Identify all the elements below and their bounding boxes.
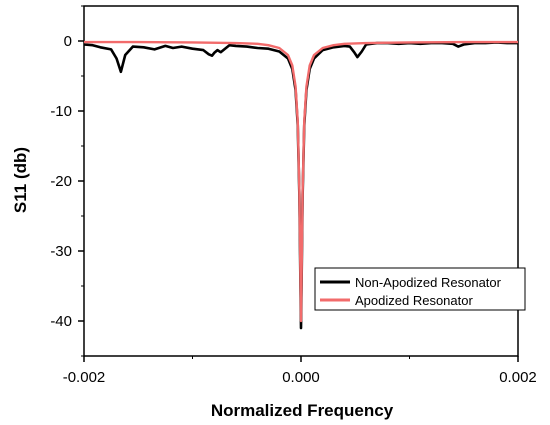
y-tick-label-1: -10 [50,103,72,120]
series-layer [83,40,518,330]
legend-box [314,267,526,311]
y-axis-title: S11 (db) [11,147,30,213]
y-tick-label-2: -20 [50,173,72,190]
x-tick-label-0: -0.002 [63,369,106,386]
legend-label-non-apodized: Non-Apodized Resonator [355,275,502,290]
series-line-1 [84,40,518,323]
x-axis-title: Normalized Frequency [211,401,394,420]
y-tick-label-3: -30 [50,243,72,260]
x-tick-label-1: 0.000 [282,369,320,386]
x-tick-label-2: 0.002 [499,369,537,386]
y-tick-label-4: -40 [50,313,72,330]
legend: Non-Apodized Resonator Apodized Resonato… [314,267,526,311]
ticks-layer: -0.002 0.000 0.002 0 -10 -20 -30 -40 [50,5,537,386]
y-tick-label-0: 0 [64,33,72,50]
legend-label-apodized: Apodized Resonator [355,293,473,308]
